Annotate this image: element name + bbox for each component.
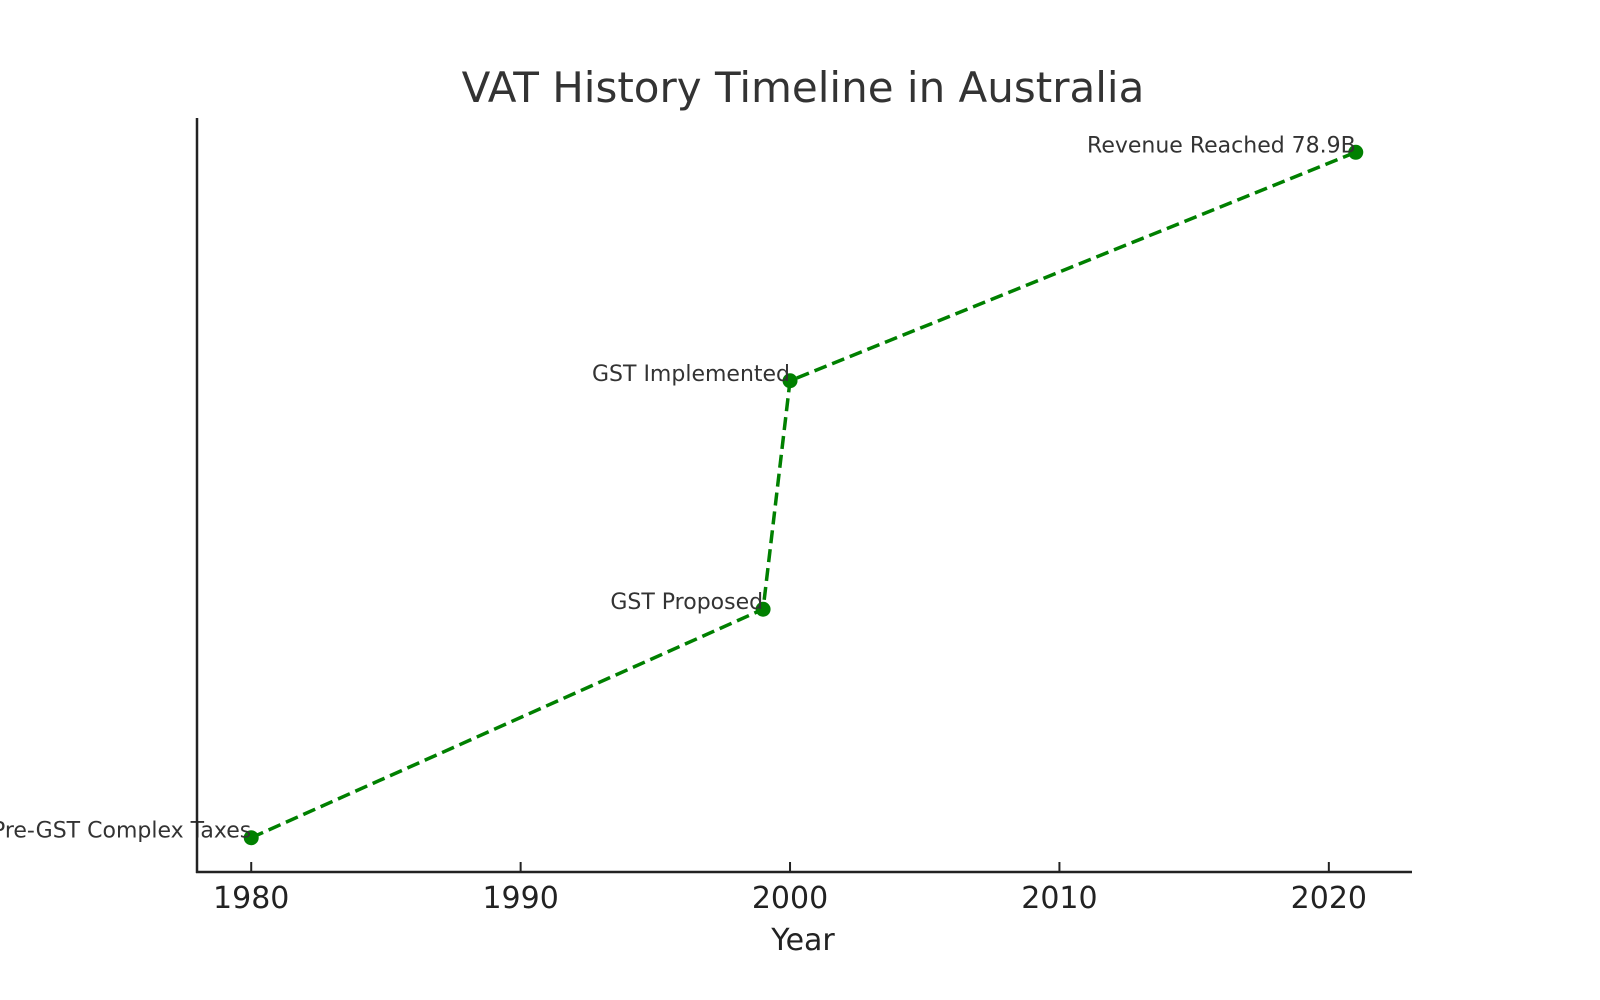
data-point xyxy=(243,830,259,846)
point-annotation: GST Proposed xyxy=(610,590,763,615)
x-tick-label: 2020 xyxy=(1291,881,1367,916)
point-annotation: Revenue Reached 78.9B xyxy=(1087,133,1356,158)
chart-title: VAT History Timeline in Australia xyxy=(462,63,1145,112)
series-line xyxy=(250,150,1357,840)
x-tick-label: 2010 xyxy=(1021,881,1097,916)
data-point xyxy=(755,601,771,617)
x-tick-label: 1980 xyxy=(213,881,289,916)
point-annotation: Pre-GST Complex Taxes xyxy=(0,819,251,844)
x-axis-label: Year xyxy=(770,923,835,958)
data-point xyxy=(782,373,798,389)
x-tick-label: 1990 xyxy=(482,881,558,916)
data-point xyxy=(1348,144,1364,160)
x-tick-label: 2000 xyxy=(752,881,828,916)
point-annotation: GST Implemented xyxy=(592,362,790,387)
